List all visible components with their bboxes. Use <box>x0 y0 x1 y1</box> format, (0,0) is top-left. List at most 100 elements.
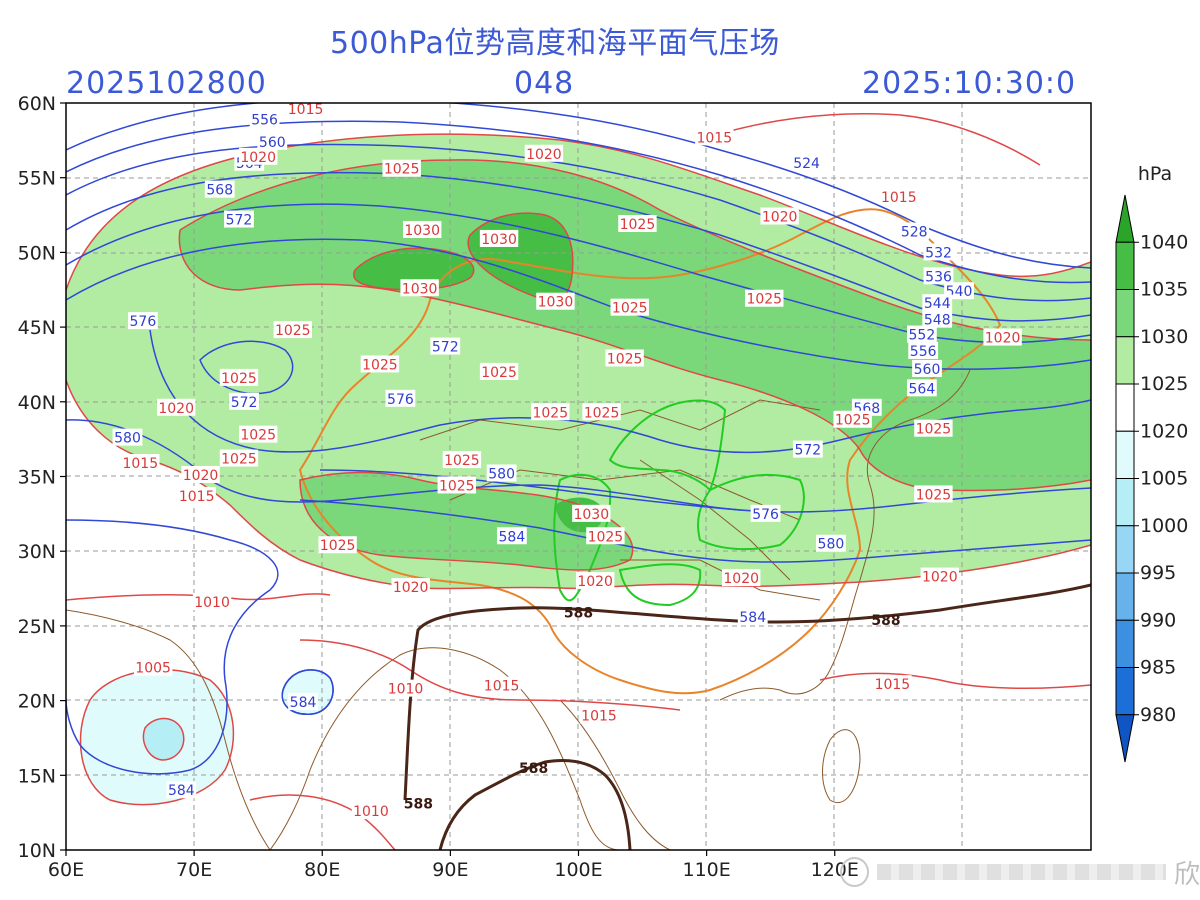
contour-label-bg <box>112 428 143 446</box>
lon-tick-label: 90E <box>432 859 468 881</box>
contour-label-bg <box>219 449 259 467</box>
height-contour-label: 556 <box>251 112 278 128</box>
height-contour-label: 572 <box>432 340 459 356</box>
lat-tick-label: 30N <box>18 541 56 563</box>
lat-tick-label: 50N <box>18 242 56 264</box>
isobar-label: 1025 <box>240 428 276 444</box>
contour-label-bg <box>177 486 216 504</box>
height-contour-label: 580 <box>818 537 845 553</box>
height-contour-label: 556 <box>910 344 937 360</box>
contour-label-bg <box>249 110 280 128</box>
contour-label-bg <box>430 337 461 355</box>
contour-label-bg <box>922 310 953 328</box>
contour-label-bg <box>531 403 570 421</box>
contour-label-bg <box>391 578 430 596</box>
lat-tick-label: 20N <box>18 691 56 713</box>
contour-label-bg <box>400 279 439 297</box>
contour-label-bg <box>192 592 232 610</box>
colorbar-swatch <box>1115 667 1135 716</box>
height-contour-label: 576 <box>387 392 414 408</box>
isobar-label: 1020 <box>158 401 194 417</box>
isobar-label: 1030 <box>573 507 609 523</box>
lat-tick-label: 45N <box>18 317 56 339</box>
height-contour-label: 568 <box>206 183 233 199</box>
colorbar-level-label: 1040 <box>1140 231 1188 253</box>
lat-tick-label: 10N <box>18 840 56 862</box>
height-588-label: 588 <box>871 613 900 629</box>
height-contour-label: 584 <box>739 610 766 626</box>
lon-tick-label: 80E <box>304 859 340 881</box>
lon-tick-label: 70E <box>176 859 212 881</box>
watermark-logo-icon <box>840 857 870 887</box>
contour-label-bg <box>879 188 919 206</box>
height-contour-label: 524 <box>793 156 820 172</box>
colorbar-level-label: 1020 <box>1140 420 1188 442</box>
map-plot-area: 556 560 564 568 572 576 572 576 572 580 580 584 524 5… <box>66 103 1091 850</box>
isobar-label: 1025 <box>532 405 568 421</box>
height-contour-label: 584 <box>290 695 317 711</box>
isobar-label: 1025 <box>221 452 257 468</box>
height-contour-label: 572 <box>231 395 258 411</box>
contour-label-bg <box>816 534 846 552</box>
isobar-label: 1025 <box>275 323 311 339</box>
isobar-label: 1030 <box>402 281 438 297</box>
map-title: 500hPa位势高度和海平面气压场 <box>330 26 780 61</box>
isobar-label: 1025 <box>620 217 656 233</box>
contour-label-bg <box>286 103 325 117</box>
height-contour-label: 584 <box>499 529 526 545</box>
isobar-label: 1010 <box>194 595 230 611</box>
contour-label-bg <box>760 207 799 225</box>
contour-label-bg <box>360 355 400 373</box>
contour-label-bg <box>914 419 953 437</box>
isobar-label: 1030 <box>404 223 440 239</box>
contour-label-bg <box>318 536 357 554</box>
contour-label-bg <box>722 569 761 587</box>
contour-label-bg <box>833 410 872 428</box>
contour-label-bg <box>479 362 519 380</box>
contour-label-bg <box>121 454 160 472</box>
height-contour-label: 580 <box>488 467 515 483</box>
contour-label-bg <box>922 294 953 312</box>
isobar-label: 1015 <box>881 190 917 206</box>
height-588-label: 588 <box>564 605 593 621</box>
colorbar-swatch <box>1115 289 1135 338</box>
height-contour-label: 552 <box>909 328 936 344</box>
contour-label-bg <box>524 144 564 162</box>
watermark: 欣 <box>840 852 1200 892</box>
contour-label-bg <box>482 676 521 694</box>
colorbar-level-label: 995 <box>1140 562 1176 584</box>
contour-label-bg <box>219 368 259 386</box>
lat-tick-label: 25N <box>18 616 56 638</box>
height-588-line <box>403 583 1091 850</box>
isobar-label: 1020 <box>183 468 219 484</box>
contour-label-bg <box>351 802 391 820</box>
contour-label-bg <box>224 210 254 228</box>
isobar-label: 1030 <box>481 232 517 248</box>
valid-time-label: 2025:10:30:0 <box>862 66 1077 101</box>
colorbar-unit: hPa <box>1138 163 1172 185</box>
isobar-label: 1020 <box>526 147 562 163</box>
height-contour-label: 532 <box>925 245 952 261</box>
colorbar-swatch <box>1115 478 1135 527</box>
lat-tick-label: 40N <box>18 392 56 414</box>
isobar-label: 1015 <box>696 130 732 146</box>
contour-label-bg <box>586 527 625 545</box>
contour-label-bg <box>127 312 158 330</box>
contour-label-bg <box>920 567 960 585</box>
lat-tick-label: 15N <box>18 765 56 787</box>
colorbar-top-arrow <box>1115 194 1135 243</box>
contour-label-bg <box>737 607 768 625</box>
lat-tick-label: 60N <box>18 93 56 115</box>
colorbar-level-label: 1005 <box>1140 468 1188 490</box>
contour-label-bg <box>273 321 312 339</box>
watermark-text-blur <box>877 864 1166 880</box>
contour-label-bg <box>181 466 220 484</box>
isobar-label: 1015 <box>875 677 911 693</box>
contour-label-bg <box>914 485 953 503</box>
contour-label-bg <box>575 572 615 590</box>
contour-label-bg <box>572 504 611 522</box>
isobar-label: 1010 <box>353 804 389 820</box>
contour-label-bg <box>582 403 621 421</box>
contour-label-bg <box>792 440 823 458</box>
